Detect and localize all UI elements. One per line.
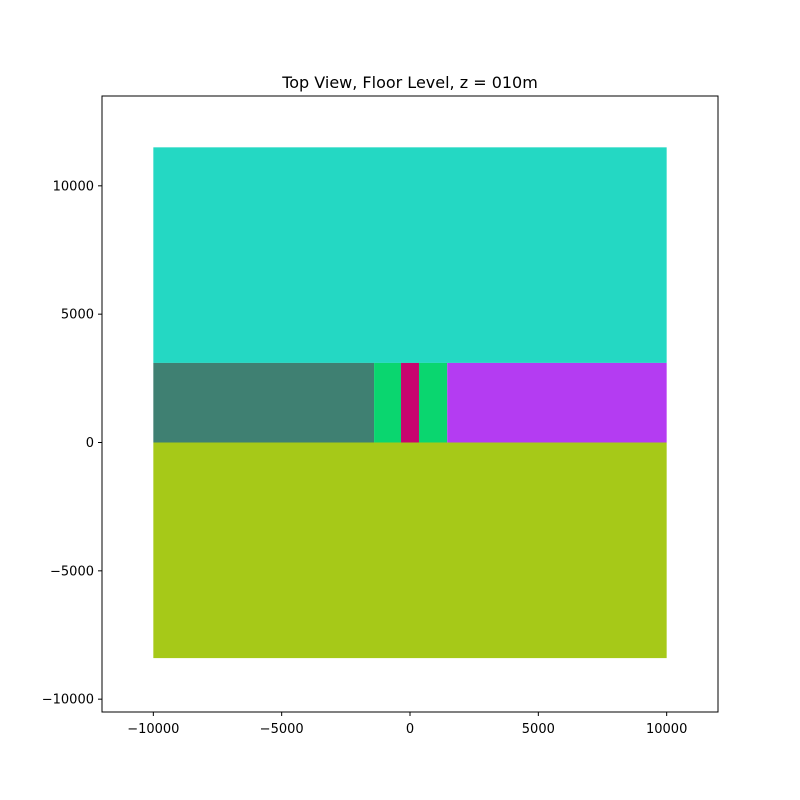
region-0	[153, 147, 667, 363]
region-3	[374, 362, 402, 443]
region-4	[401, 362, 419, 443]
region-1	[153, 442, 667, 659]
region-5	[418, 362, 448, 443]
x-tick-label: 5000	[522, 722, 555, 737]
y-tick-label: −10000	[42, 693, 94, 708]
x-tick-label: −10000	[127, 722, 179, 737]
y-tick-label: −5000	[50, 564, 94, 579]
regions-layer	[153, 147, 667, 659]
x-tick-label: 10000	[646, 722, 687, 737]
region-6	[447, 362, 667, 443]
y-tick-label: 5000	[61, 308, 94, 323]
x-axis: −10000 −5000 0 5000 10000	[127, 712, 687, 737]
chart-title: Top View, Floor Level, z = 010m	[281, 73, 538, 92]
y-tick-label: 10000	[53, 179, 94, 194]
region-2	[153, 362, 375, 443]
y-axis: −10000 −5000 0 5000 10000	[42, 179, 102, 708]
y-tick-label: 0	[86, 436, 94, 451]
x-tick-label: −5000	[260, 722, 304, 737]
x-tick-label: 0	[406, 722, 414, 737]
